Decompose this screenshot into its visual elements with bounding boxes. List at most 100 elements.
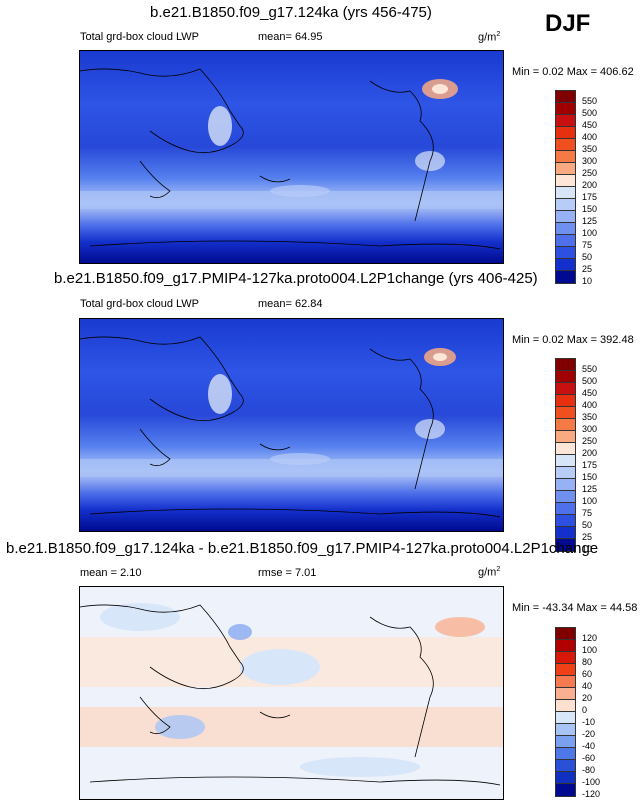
colorbar-tick-label: 100 [582,645,598,655]
colorbar-tick-label: 300 [582,156,598,166]
panel3-mean-label: mean = [80,567,117,579]
colorbar-cell [556,91,575,103]
colorbar-cell [556,491,575,503]
panel1-title: b.e21.B1850.f09_g17.124ka (yrs 456-475) [150,4,432,21]
colorbar-cell [556,127,575,139]
colorbar-tick-label: 200 [582,180,598,190]
colorbar-cell [556,539,575,551]
colorbar-tick-label: 80 [582,657,593,667]
colorbar-tick-label: 75 [582,508,593,518]
colorbar-tick-label: 300 [582,424,598,434]
panel3-title: b.e21.B1850.f09_g17.124ka - b.e21.B1850.… [6,540,599,557]
colorbar-tick-label: 175 [582,460,598,470]
panel2-variable: Total grd-box cloud LWP [80,298,200,310]
colorbar-tick-label: 200 [582,448,598,458]
colorbar-cell [556,479,575,491]
colorbar-cell [556,383,575,395]
colorbar-tick-label: 400 [582,132,598,142]
panel3-map-field [80,587,503,799]
colorbar-cell [556,736,575,748]
colorbar-tick-label: 125 [582,216,598,226]
colorbar-cell [556,652,575,664]
panel3-rmse: rmse = 7.01 [258,567,316,579]
panel3-map [79,586,504,800]
colorbar-tick-label: 175 [582,192,598,202]
colorbar-cell [556,527,575,539]
colorbar-cell [556,199,575,211]
colorbar-tick-label: 150 [582,472,598,482]
colorbar-tick-label: -100 [582,777,601,787]
colorbar-cell [556,271,575,283]
panel2-map [79,318,504,532]
colorbar-cell [556,247,575,259]
panel3-colorbar [555,627,576,797]
colorbar-cell [556,223,575,235]
colorbar-tick-label: 500 [582,376,598,386]
colorbar-tick-label: 400 [582,400,598,410]
season-label: DJF [545,10,591,37]
colorbar-cell [556,760,575,772]
panel3-minmax: Min = -43.34 Max = 44.58 [512,602,638,614]
colorbar-cell [556,259,575,271]
colorbar-cell [556,688,575,700]
colorbar-tick-label: 450 [582,388,598,398]
colorbar-tick-label: 120 [582,633,598,643]
colorbar-tick-label: 150 [582,204,598,214]
panel3-mean-value: 2.10 [120,567,142,579]
colorbar-tick-label: 50 [582,520,593,530]
panel3-rmse-label: rmse = [258,567,292,579]
colorbar-tick-label: -20 [582,729,596,739]
colorbar-cell [556,431,575,443]
panel3-mean: mean = 2.10 [80,567,141,579]
colorbar-cell [556,395,575,407]
colorbar-tick-label: 50 [582,252,593,262]
colorbar-tick-label: 250 [582,436,598,446]
colorbar-cell [556,175,575,187]
colorbar-tick-label: 250 [582,168,598,178]
colorbar-cell [556,748,575,760]
panel1-mean-label: mean= [258,31,292,43]
panel1-units: g/m2 [478,31,501,44]
colorbar-cell [556,443,575,455]
colorbar-tick-label: 125 [582,484,598,494]
panel2-map-field [80,319,503,531]
colorbar-tick-label: 350 [582,412,598,422]
colorbar-tick-label: 550 [582,96,598,106]
panel2-mean-value: 62.84 [295,298,323,310]
colorbar-tick-label: -60 [582,753,596,763]
colorbar-cell [556,115,575,127]
colorbar-cell [556,211,575,223]
panel3-units: g/m2 [478,566,501,579]
colorbar-cell [556,359,575,371]
colorbar-tick-label: 20 [582,693,593,703]
panel2-mean-label: mean= [258,298,292,310]
colorbar-cell [556,187,575,199]
colorbar-cell [556,503,575,515]
colorbar-cell [556,455,575,467]
panel2-title: b.e21.B1850.f09_g17.PMIP4-127ka.proto004… [54,270,538,287]
panel1-minmax: Min = 0.02 Max = 406.62 [512,66,634,78]
colorbar-tick-label: 40 [582,681,593,691]
colorbar-tick-label: 10 [582,544,593,554]
panel1-mean: mean= 64.95 [258,31,323,43]
colorbar-tick-label: 450 [582,120,598,130]
panel1-map [79,50,504,264]
colorbar-cell [556,676,575,688]
colorbar-tick-label: 25 [582,532,593,542]
colorbar-tick-label: 500 [582,108,598,118]
colorbar-cell [556,712,575,724]
colorbar-cell [556,371,575,383]
panel2-mean: mean= 62.84 [258,298,323,310]
colorbar-tick-label: 100 [582,496,598,506]
colorbar-tick-label: 10 [582,276,593,286]
colorbar-cell [556,103,575,115]
colorbar-tick-label: 75 [582,240,593,250]
colorbar-tick-label: 0 [582,705,588,715]
colorbar-cell [556,664,575,676]
colorbar-cell [556,139,575,151]
colorbar-cell [556,640,575,652]
colorbar-cell [556,163,575,175]
colorbar-cell [556,772,575,784]
colorbar-tick-label: 25 [582,264,593,274]
panel1-variable: Total grd-box cloud LWP [80,31,200,43]
